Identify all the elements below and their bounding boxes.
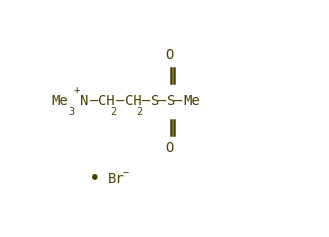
Text: O: O: [165, 141, 174, 155]
Text: 3: 3: [68, 107, 74, 117]
Text: 2: 2: [137, 107, 143, 117]
Text: —: —: [116, 94, 124, 109]
Text: O: O: [165, 48, 174, 62]
Text: N: N: [80, 94, 88, 109]
Text: CH: CH: [98, 94, 115, 109]
Text: Me: Me: [51, 94, 68, 109]
Text: −: −: [122, 168, 129, 178]
Text: Me: Me: [183, 94, 200, 109]
Text: —: —: [174, 94, 183, 109]
Text: CH: CH: [124, 94, 141, 109]
Text: 2: 2: [111, 107, 117, 117]
Text: —: —: [158, 94, 166, 109]
Text: Br: Br: [107, 172, 124, 186]
Text: +: +: [73, 86, 80, 96]
Text: —: —: [89, 94, 98, 109]
Text: S: S: [151, 94, 160, 109]
Text: S: S: [167, 94, 176, 109]
Text: —: —: [142, 94, 150, 109]
Text: •: •: [89, 169, 101, 188]
